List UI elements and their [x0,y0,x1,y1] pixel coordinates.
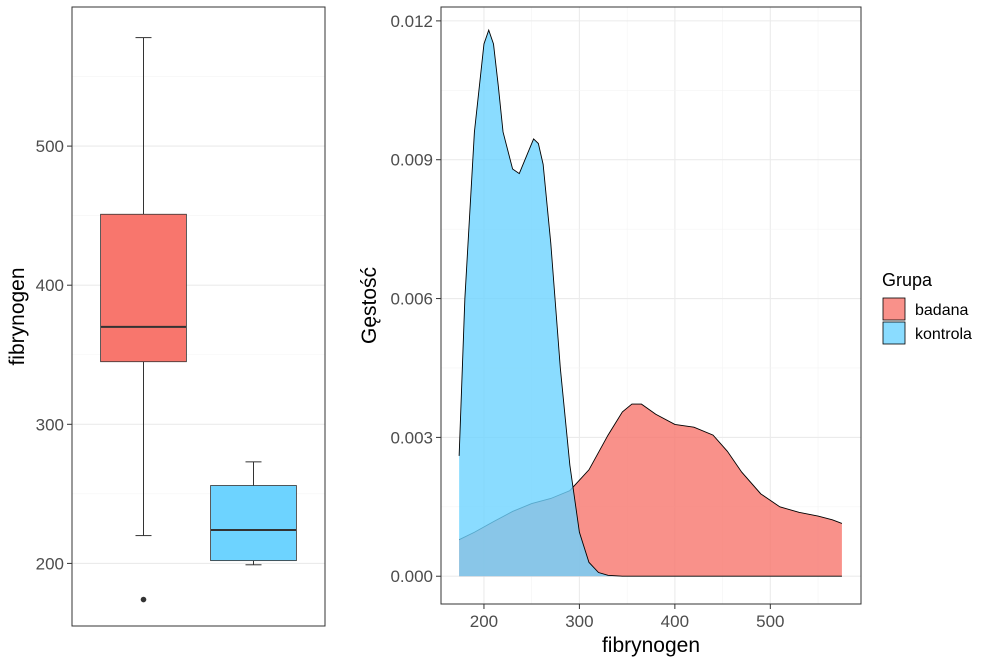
legend-label-badana: badana [915,302,968,319]
boxplot-y-tick-label: 500 [36,137,64,156]
box-iqr [210,485,297,562]
density-x-tick-label: 300 [565,612,593,631]
box-iqr [100,213,187,363]
legend-swatch-kontrola [882,321,906,345]
density-panel: 0.000 0.003 0.006 0.009 0.012 200 300 400 500 f… [358,6,862,657]
boxplot-y-tick-label: 400 [36,276,64,295]
box-kontrola [210,461,297,566]
boxplot-y-axis-title: fibrynogen [6,267,29,365]
legend-items: badana kontrola [882,297,972,345]
density-x-axis-title: fibrynogen [602,634,700,657]
box-outlier [140,596,147,603]
density-y-axis-title: Gęstość [358,267,381,344]
boxplot-y-tick-label: 200 [36,554,64,573]
boxplot-panel-border [71,6,326,627]
boxplot-panel: 200 300 400 500 fibrynogen [6,6,326,627]
density-y-tick-label: 0.003 [390,428,433,447]
density-y-tick-label: 0.009 [390,151,433,170]
legend-title: Grupa [882,270,933,290]
density-line [458,28,842,577]
density-y-tick-label: 0.012 [390,12,433,31]
legend: Grupa badana kontrola [882,270,972,345]
density-panel-border [440,6,862,605]
legend-label-kontrola: kontrola [915,326,972,343]
legend-swatch-badana [882,297,906,321]
density-areas [458,28,843,577]
density-series-kontrola [458,28,842,577]
density-x-ticks: 200 300 400 500 [470,604,785,631]
density-y-tick-label: 0.006 [390,290,433,309]
boxplot-y-tick-label: 300 [36,415,64,434]
density-x-tick-label: 400 [661,612,689,631]
boxplot-y-ticks: 200 300 400 500 [36,137,72,573]
density-y-ticks: 0.000 0.003 0.006 0.009 0.012 [390,12,441,586]
density-x-tick-label: 200 [470,612,498,631]
density-y-tick-label: 0.000 [390,567,433,586]
boxplot-boxes [100,37,297,603]
density-x-tick-label: 500 [756,612,784,631]
box-badana [100,37,187,603]
density-area [459,30,842,577]
